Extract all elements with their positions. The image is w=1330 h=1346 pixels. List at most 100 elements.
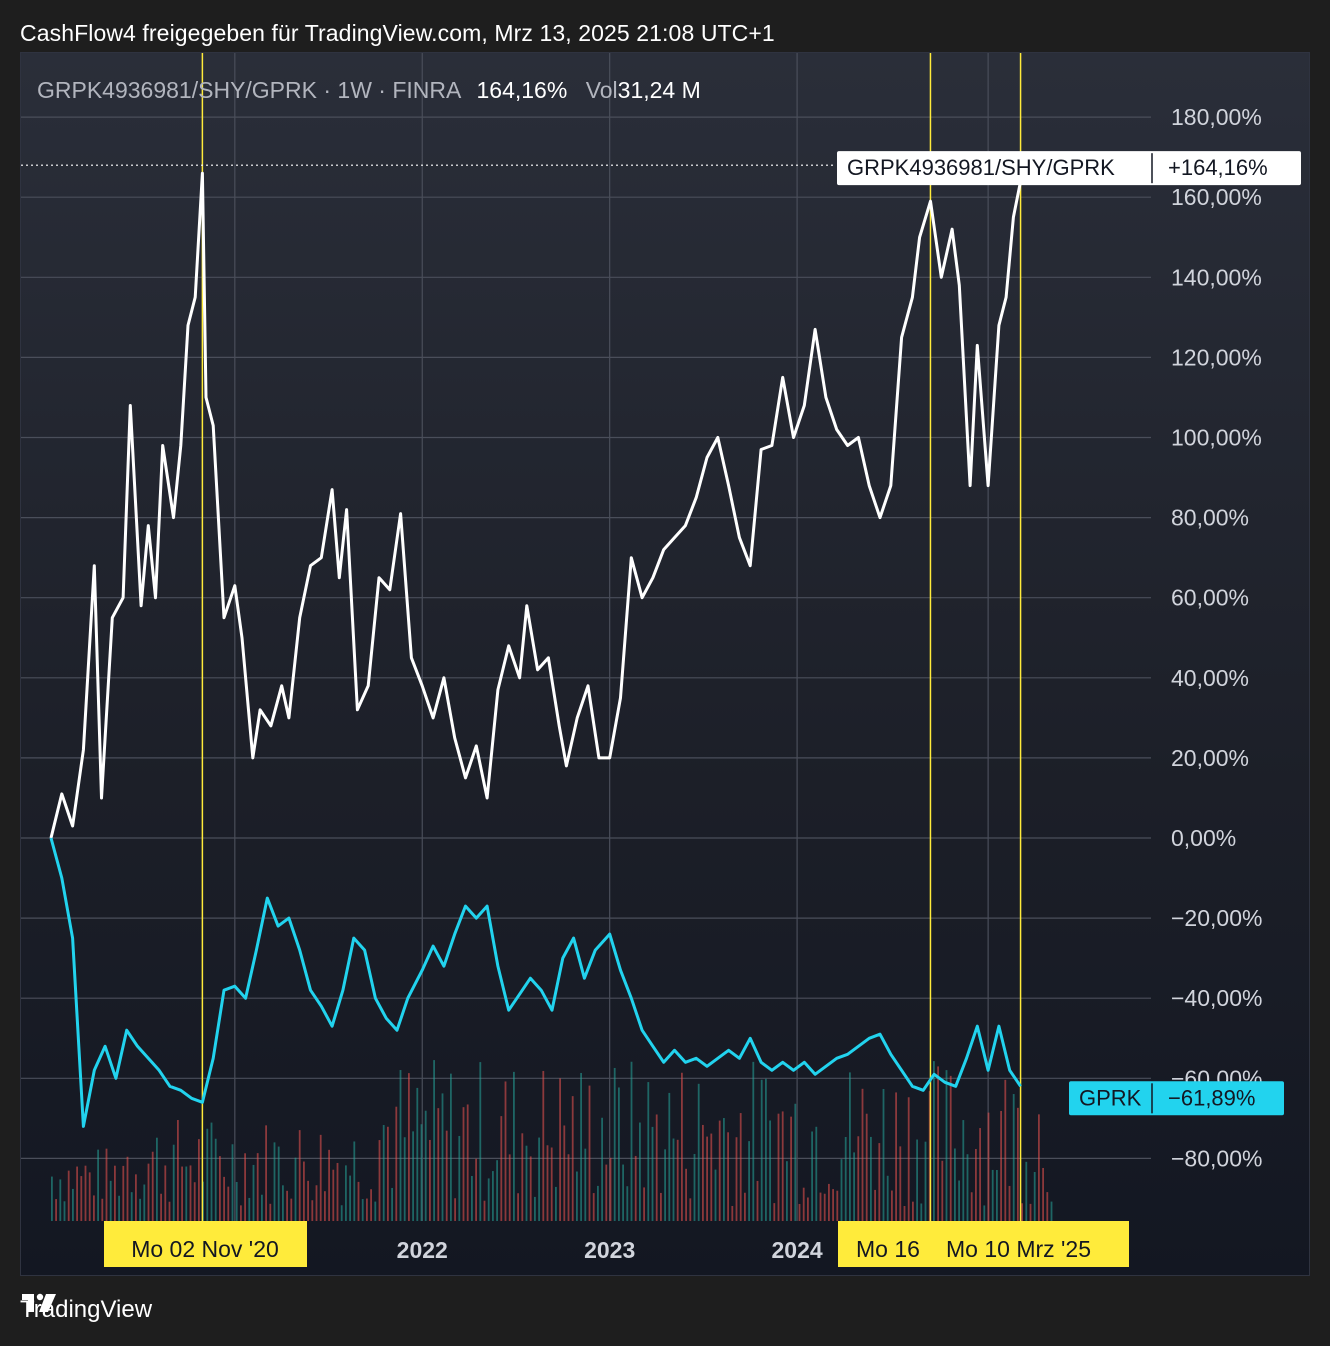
volume-bar [244, 1153, 246, 1221]
volume-bar [765, 1078, 767, 1221]
volume-bar [181, 1166, 183, 1221]
volume-bar [571, 1096, 574, 1221]
volume-bar [798, 1203, 801, 1221]
volume-bar [907, 1097, 910, 1221]
y-tick-label: −40,00% [1171, 985, 1262, 1011]
volume-bar [282, 1185, 284, 1221]
last-price-series-name: GPRK [1079, 1085, 1142, 1110]
volume-bar [374, 1201, 377, 1221]
volume-bar [739, 1113, 742, 1221]
volume-bar [1033, 1171, 1036, 1221]
volume-bar [588, 1085, 591, 1221]
volume-bar [697, 1083, 700, 1221]
volume-bar [836, 1190, 839, 1221]
volume-bar [126, 1156, 129, 1221]
volume-bar [559, 1078, 561, 1221]
volume-bar [756, 1180, 759, 1221]
volume-bar [706, 1136, 708, 1221]
volume-bar [500, 1116, 503, 1221]
volume-bar [966, 1154, 969, 1221]
volume-bar [954, 1148, 956, 1221]
volume-bar [273, 1142, 276, 1221]
volume-bar [487, 1178, 490, 1221]
volume-bar [676, 1139, 679, 1221]
volume-bar [105, 1148, 108, 1221]
volume-bar [681, 1072, 683, 1221]
volume-bar [479, 1062, 482, 1221]
volume-bar [987, 1112, 990, 1221]
volume-bar [303, 1161, 305, 1221]
legend-symbol[interactable]: GRPK4936981/SHY/GPRK · 1W · FINRA [37, 77, 461, 103]
volume-bar [664, 1149, 666, 1221]
volume-bar [643, 1187, 645, 1221]
volume-bar [975, 1148, 977, 1221]
volume-bar [504, 1081, 507, 1221]
volume-bar [1000, 1110, 1002, 1221]
volume-bar [651, 1126, 654, 1221]
volume-bar [416, 1087, 419, 1221]
volume-bar [412, 1131, 414, 1221]
volume-bar [685, 1168, 687, 1221]
volume-bar [563, 1125, 566, 1221]
x-tick-label: 2024 [772, 1237, 823, 1263]
volume-bar [93, 1195, 95, 1221]
symbol-legend[interactable]: GRPK4936981/SHY/GPRK · 1W · FINRA 164,16… [37, 77, 701, 104]
volume-bar [529, 1156, 532, 1221]
volume-bar [286, 1190, 288, 1221]
volume-bar [962, 1120, 965, 1221]
volume-bar [790, 1116, 792, 1221]
volume-bar [240, 1205, 242, 1221]
volume-bar [634, 1155, 637, 1221]
volume-bar [752, 1061, 755, 1221]
chart-attribution-header: CashFlow4 freigegeben für TradingView.co… [20, 20, 775, 46]
x-tick-label: 2022 [397, 1237, 448, 1263]
volume-bar [991, 1169, 994, 1221]
tradingview-logo-icon [22, 1293, 56, 1312]
chart-pane[interactable]: 180,00% 160,00% 140,00% 120,00% 100,00% 80,00… [20, 52, 1310, 1276]
volume-bar [933, 1061, 935, 1221]
volume-bar [878, 1143, 881, 1221]
volume-bar [718, 1120, 721, 1221]
y-tick-label: 40,00% [1171, 665, 1249, 691]
volume-bar [437, 1108, 440, 1221]
volume-bar [714, 1169, 717, 1221]
volume-bar [214, 1138, 217, 1221]
volume-bar [920, 1203, 923, 1221]
volume-bar [613, 1067, 616, 1221]
volume-bar [996, 1169, 998, 1221]
volume-bar [655, 1114, 658, 1221]
y-tick-label: 0,00% [1171, 825, 1236, 851]
chart-canvas[interactable]: 180,00% 160,00% 140,00% 120,00% 100,00% 80,00… [21, 53, 1309, 1275]
volume-bar [210, 1122, 213, 1221]
volume-bar [109, 1180, 112, 1221]
volume-bar [223, 1176, 225, 1221]
last-price-value: +164,16% [1168, 155, 1268, 180]
volume-bar [819, 1192, 822, 1221]
volume-bar [903, 1205, 906, 1221]
volume-bar [735, 1137, 738, 1221]
volume-bar [769, 1120, 771, 1221]
volume-bar [357, 1181, 360, 1221]
volume-bar [555, 1186, 557, 1221]
volume-bar [853, 1152, 855, 1221]
volume-bar [744, 1192, 746, 1221]
volume-bar [454, 1198, 456, 1221]
volume-bar [865, 1113, 868, 1221]
tradingview-footer[interactable]: TradingView [20, 1292, 152, 1328]
volume-bar [622, 1164, 624, 1221]
volume-bar [164, 1165, 167, 1221]
volume-bar [580, 1072, 582, 1221]
volume-bar [118, 1195, 120, 1221]
volume-bar [168, 1201, 171, 1221]
volume-bar [811, 1131, 813, 1221]
volume-bar [895, 1092, 897, 1221]
volume-bar [618, 1087, 620, 1221]
volume-bar [420, 1124, 423, 1221]
volume-bar [177, 1120, 179, 1221]
volume-bar [130, 1192, 133, 1221]
volume-bar [294, 1157, 297, 1221]
volume-bar [605, 1164, 608, 1221]
volume-bar [189, 1165, 192, 1221]
date-highlight-label: Mo 16 [856, 1236, 920, 1262]
volume-bar [433, 1060, 435, 1221]
